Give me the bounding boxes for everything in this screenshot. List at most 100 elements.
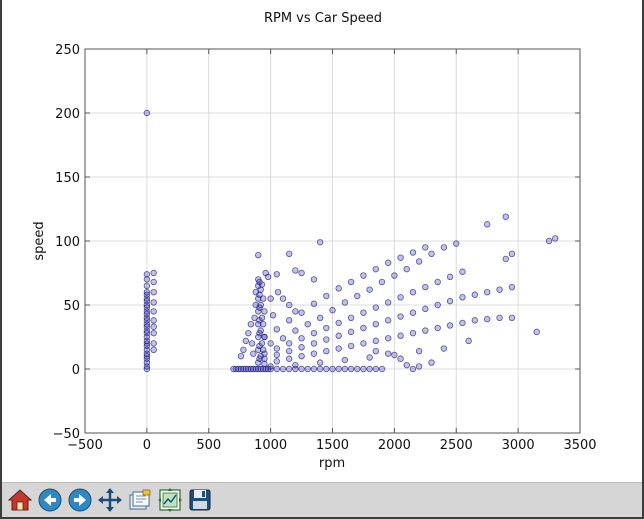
home-button[interactable]	[6, 486, 34, 514]
back-button[interactable]	[36, 486, 64, 514]
scatter-point	[261, 308, 268, 315]
scatter-point	[415, 363, 423, 370]
y-tick-label: 150	[55, 171, 80, 186]
y-tick-label: −50	[53, 427, 80, 442]
scatter-point	[298, 335, 305, 342]
scatter-point	[261, 350, 268, 357]
x-tick-label: 1500	[316, 438, 349, 453]
scatter-point	[269, 312, 277, 319]
scatter-point	[508, 314, 516, 321]
scatter-point	[304, 365, 311, 373]
scatter-point	[459, 319, 466, 327]
scatter-point	[465, 337, 472, 345]
x-tick-label: 3000	[502, 438, 535, 453]
navigation-toolbar	[2, 482, 642, 517]
y-axis-label: speed	[32, 221, 47, 260]
scatter-point	[397, 313, 404, 320]
scatter-point	[316, 365, 324, 373]
scatter-point	[446, 273, 454, 281]
scatter-point	[372, 337, 380, 345]
scatter-point	[335, 285, 342, 292]
scatter-point	[260, 295, 267, 302]
scatter-point	[483, 289, 491, 296]
scatter-point	[316, 359, 324, 366]
scatter-point	[354, 365, 361, 373]
scatter-point	[384, 350, 392, 357]
y-tick-label: 100	[55, 235, 80, 250]
scatter-point	[483, 221, 491, 228]
scatter-point	[255, 251, 262, 259]
scatter-point	[298, 269, 305, 277]
scatter-point	[143, 337, 151, 345]
scatter-point	[372, 265, 380, 273]
scatter-points	[143, 109, 559, 373]
y-tick-label: 0	[72, 363, 80, 378]
scatter-point	[384, 317, 392, 324]
scatter-point	[422, 327, 429, 334]
scatter-point	[384, 259, 392, 266]
scatter-point	[384, 299, 392, 306]
pan-button[interactable]	[96, 486, 124, 514]
scatter-point	[354, 292, 361, 300]
x-tick-label: 2000	[378, 438, 411, 453]
scatter-point	[409, 309, 417, 316]
scatter-point	[285, 355, 293, 362]
scatter-point	[143, 350, 151, 357]
y-tick-label: 50	[63, 299, 80, 314]
scatter-point	[143, 317, 151, 324]
scatter-point	[150, 329, 157, 337]
subplots-button[interactable]	[156, 486, 184, 514]
home-icon	[7, 489, 33, 511]
scatter-point	[298, 344, 305, 351]
scatter-point	[310, 365, 318, 373]
scatter-point	[347, 328, 355, 336]
scatter-point	[247, 321, 255, 328]
scatter-point	[267, 363, 274, 370]
scatter-point	[422, 283, 429, 291]
scatter-point	[143, 276, 151, 283]
scatter-point	[323, 324, 330, 332]
scatter-point	[316, 314, 324, 321]
y-tick-label: 250	[55, 43, 80, 58]
scatter-point	[143, 310, 151, 318]
scatter-point	[347, 314, 355, 321]
scatter-point	[285, 317, 293, 324]
scatter-point	[279, 335, 287, 342]
scatter-point	[415, 347, 423, 355]
scatter-point	[378, 365, 386, 373]
forward-button[interactable]	[66, 486, 94, 514]
scatter-point	[143, 323, 151, 330]
pan-icon	[98, 488, 122, 512]
scatter-point	[143, 291, 151, 298]
forward-icon	[68, 488, 92, 512]
scatter-point	[143, 304, 151, 311]
scatter-point	[446, 297, 454, 305]
scatter-point	[428, 250, 435, 257]
scatter-point	[360, 365, 367, 373]
scatter-point	[391, 351, 398, 359]
zoom-icon	[129, 489, 151, 510]
scatter-point	[273, 271, 281, 278]
scatter-point	[258, 281, 266, 288]
scatter-point	[258, 340, 266, 347]
scatter-point	[264, 273, 272, 281]
scatter-point	[483, 315, 491, 323]
scatter-point	[285, 301, 293, 309]
scatter-point	[372, 347, 380, 355]
scatter-point	[552, 235, 559, 242]
x-axis-label: rpm	[319, 456, 345, 471]
scatter-point	[459, 268, 466, 275]
zoom-button[interactable]	[126, 486, 154, 514]
scatter-point	[323, 347, 330, 355]
scatter-point	[242, 337, 250, 345]
scatter-point	[260, 321, 267, 328]
scatter-point	[496, 314, 503, 321]
scatter-point	[143, 271, 151, 278]
scatter-point	[360, 324, 367, 332]
scatter-point	[341, 299, 349, 306]
scatter-point	[292, 267, 299, 274]
scatter-point	[150, 278, 157, 286]
chart-title: RPM vs Car Speed	[264, 11, 382, 26]
save-button[interactable]	[186, 486, 214, 514]
